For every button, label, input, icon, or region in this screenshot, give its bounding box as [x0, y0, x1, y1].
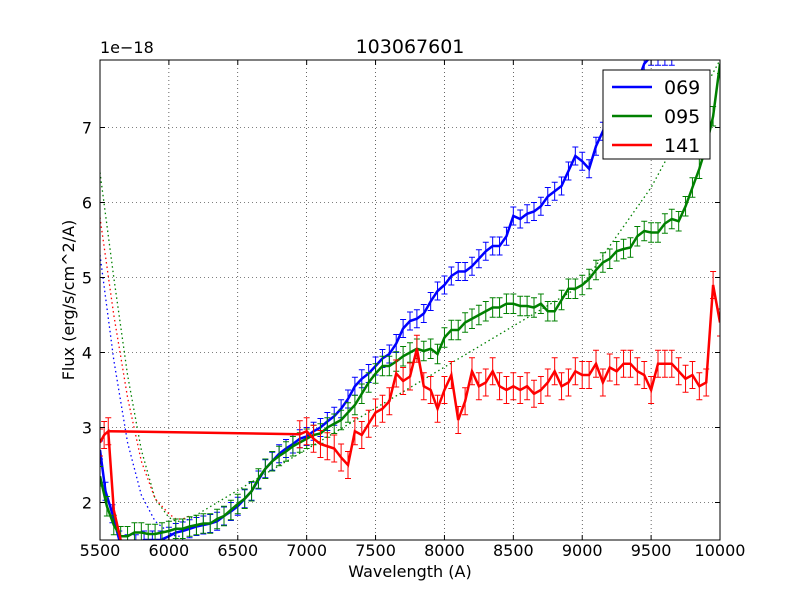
x-tick-label: 10000: [695, 541, 746, 560]
y-tick-label: 2: [82, 494, 92, 513]
069-model-dotted-curve: [100, 254, 183, 537]
x-tick-label: 9000: [562, 541, 603, 560]
series-141-gap-line: [108, 430, 300, 436]
x-tick-label: 8500: [493, 541, 534, 560]
y-tick-label: 4: [82, 344, 92, 363]
x-tick-label: 7000: [286, 541, 327, 560]
y-tick-label: 3: [82, 419, 92, 438]
series-141-line: [299, 284, 720, 468]
y-tick-label: 7: [82, 119, 92, 138]
ticks: 5500 6000 6500 7000 7500 8000 8500 9000 9500 1000…: [80, 60, 746, 560]
y-axis-label: Flux (erg/s/cm^2/A): [59, 220, 78, 381]
series-095-line: [100, 63, 720, 538]
series-group: [100, 60, 720, 540]
series-141-line-start: [100, 428, 122, 540]
x-tick-label: 5500: [80, 541, 121, 560]
chart-title: 103067601: [356, 36, 465, 58]
legend-label-095: 095: [664, 106, 700, 128]
x-tick-label: 6500: [217, 541, 258, 560]
series-069-line: [100, 60, 650, 540]
series-095: [100, 60, 720, 540]
x-axis-label: Wavelength (A): [348, 562, 471, 581]
x-tick-label: 6000: [149, 541, 190, 560]
grid: [100, 60, 720, 540]
y-tick-label: 5: [82, 269, 92, 288]
legend-label-141: 141: [664, 135, 700, 157]
plot-frame: [99, 59, 721, 541]
legend: 069 095 141: [602, 69, 711, 160]
x-tick-label: 9500: [631, 541, 672, 560]
y-scale-label: 1e−18: [100, 38, 154, 57]
x-tick-label: 8000: [424, 541, 465, 560]
legend-label-069: 069: [664, 77, 700, 99]
x-tick-label: 7500: [355, 541, 396, 560]
y-tick-label: 6: [82, 194, 92, 213]
series-141: [100, 271, 720, 540]
